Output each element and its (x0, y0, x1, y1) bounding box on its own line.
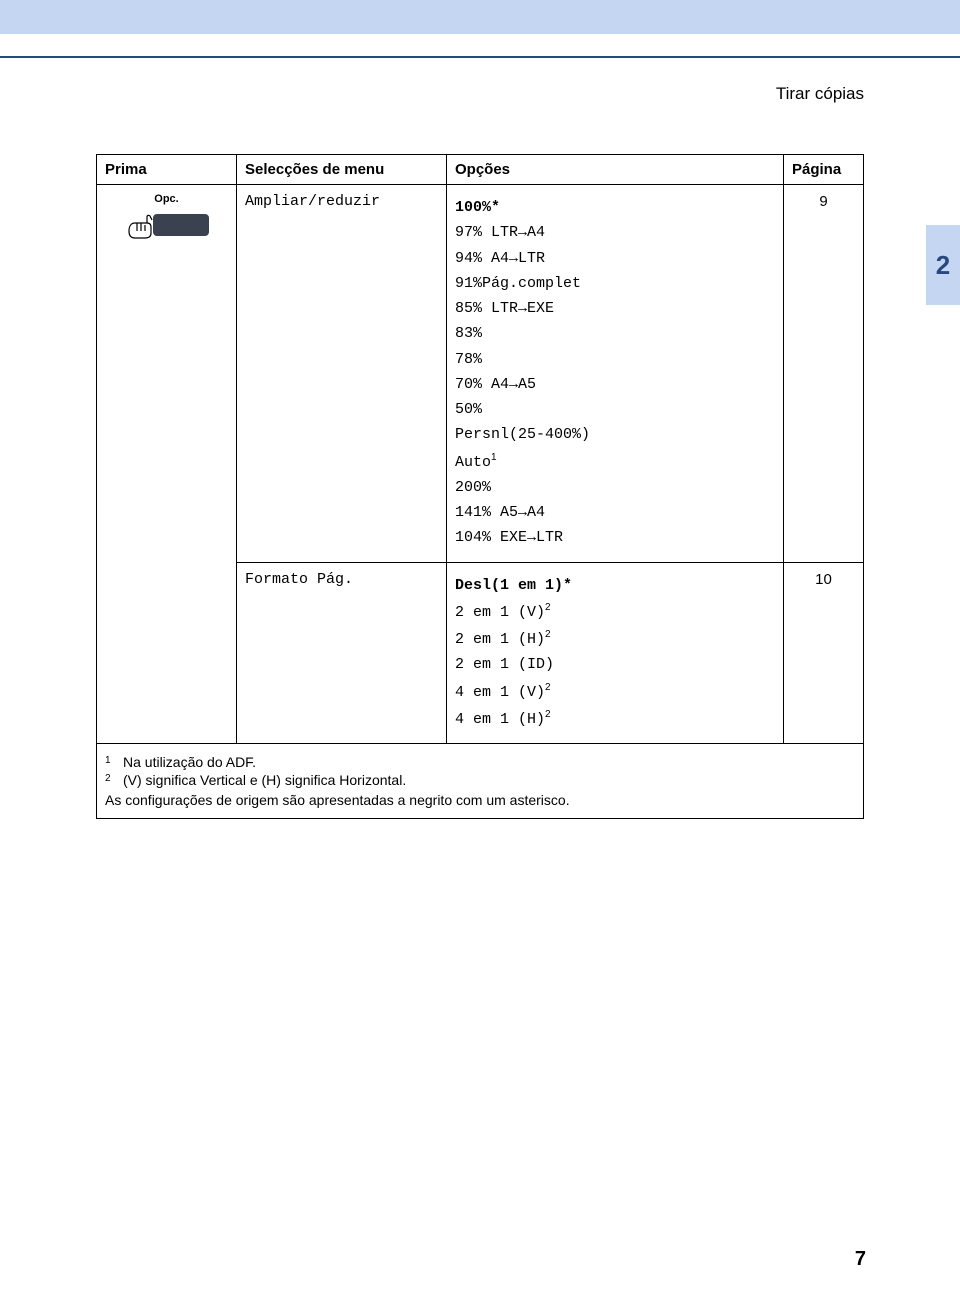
opt-sup: 1 (491, 452, 497, 463)
col-header-prima: Prima (97, 155, 237, 185)
footnote-num: 2 (105, 772, 123, 784)
opt: 78% (455, 350, 775, 370)
header-rule (0, 56, 960, 58)
opc-button-icon (123, 211, 211, 241)
opt-sup: 2 (545, 629, 551, 640)
opt: Persnl(25-400%) (455, 425, 775, 445)
opt: 4 em 1 (V) (455, 684, 545, 701)
opt: 50% (455, 400, 775, 420)
opt: 70% A4→A5 (455, 375, 775, 395)
opt: 83% (455, 324, 775, 344)
menu-cell-0: Ampliar/reduzir (237, 185, 447, 563)
prima-cell: Opc. (97, 185, 237, 744)
menu-cell-1: Formato Pág. (237, 562, 447, 744)
opt: 4 em 1 (H) (455, 711, 545, 728)
opt: 91%Pág.complet (455, 274, 775, 294)
options-table: Prima Selecções de menu Opções Página Op… (96, 154, 864, 819)
opc-button-label: Opc. (154, 193, 178, 205)
opt: Auto (455, 454, 491, 471)
main-content: Prima Selecções de menu Opções Página Op… (96, 154, 864, 819)
footnote-text: Na utilização do ADF. (123, 754, 256, 770)
opt-sup: 2 (545, 682, 551, 693)
opt: 2 em 1 (V) (455, 604, 545, 621)
opt: 100%* (455, 199, 500, 216)
footnote-num: 1 (105, 754, 123, 766)
opt: 200% (455, 478, 775, 498)
opt: 141% A5→A4 (455, 503, 775, 523)
page-number: 7 (855, 1248, 866, 1271)
footer-note: As configurações de origem são apresenta… (105, 792, 570, 808)
col-header-opcoes: Opções (447, 155, 784, 185)
opt: 97% LTR→A4 (455, 223, 775, 243)
col-header-pagina: Página (784, 155, 864, 185)
section-title: Tirar cópias (0, 84, 864, 104)
chapter-number: 2 (936, 250, 950, 281)
page-cell-0: 9 (784, 185, 864, 563)
opt: 2 em 1 (ID) (455, 655, 775, 675)
opt: 85% LTR→EXE (455, 299, 775, 319)
opt: 104% EXE→LTR (455, 528, 775, 548)
page-cell-1: 10 (784, 562, 864, 744)
opt-sup: 2 (545, 709, 551, 720)
opt: 2 em 1 (H) (455, 631, 545, 648)
opt: 94% A4→LTR (455, 249, 775, 269)
opt-sup: 2 (545, 602, 551, 613)
footnote-text: (V) significa Vertical e (H) significa H… (123, 772, 406, 788)
footnotes-cell: 1 Na utilização do ADF. 2 (V) significa … (97, 744, 864, 819)
chapter-side-tab: 2 (926, 225, 960, 305)
opt: Desl(1 em 1)* (455, 577, 572, 594)
options-cell-1: Desl(1 em 1)* 2 em 1 (V)2 2 em 1 (H)2 2 … (447, 562, 784, 744)
col-header-menu: Selecções de menu (237, 155, 447, 185)
top-header-bar (0, 0, 960, 34)
options-cell-0: 100%* 97% LTR→A4 94% A4→LTR 91%Pág.compl… (447, 185, 784, 563)
